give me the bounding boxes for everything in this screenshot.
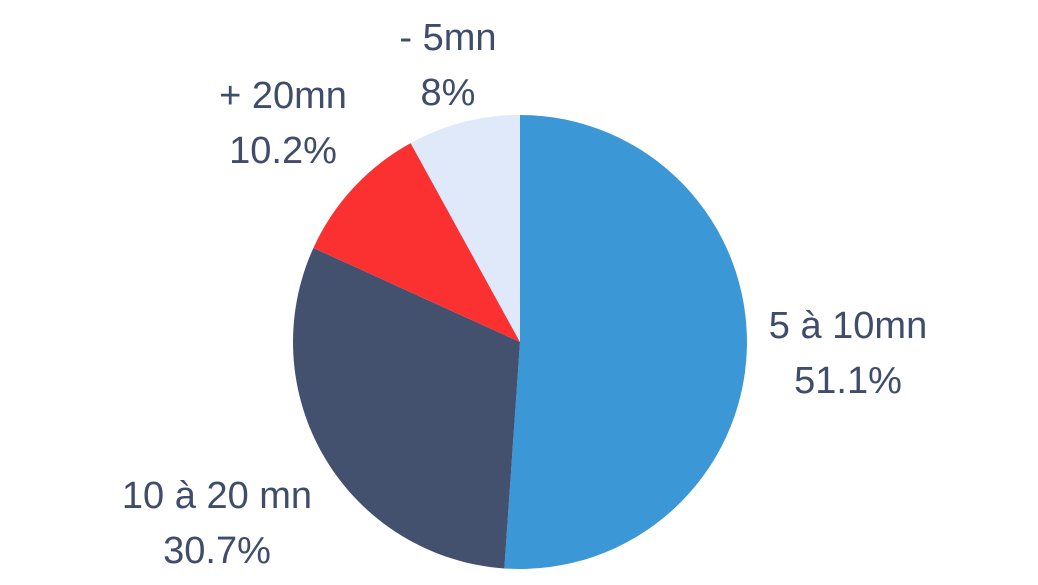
slice-percent-label: 10.2% [229,130,337,172]
slice-percent-label: 51.1% [794,360,902,402]
pie-slices [293,114,747,569]
slice-percent-label: 8% [421,72,476,114]
pie-slice-1 [504,115,747,569]
pie-slice-2 [293,247,520,569]
slice-category-label: 5 à 10mn [769,305,927,347]
pie-slice-3 [313,143,520,342]
slice-labels: 5 à 10mn 51.1% 10 à 20 mn 30.7% + 20mn 10.2% -… [122,17,927,572]
slice-percent-label: 30.7% [163,530,271,572]
slice-category-label: + 20mn [219,75,347,117]
slice-category-label: 10 à 20 mn [122,475,312,517]
pie-slice-4 [410,114,520,342]
slice-category-label: - 5mn [399,17,496,59]
